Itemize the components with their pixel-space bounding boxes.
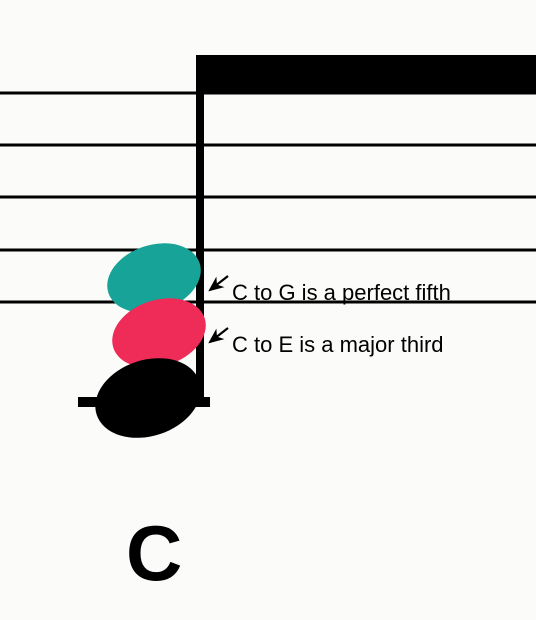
annotation-arrow-fifth [210, 276, 228, 290]
note-c [85, 345, 211, 451]
chord-label: C [126, 509, 182, 597]
annotations: C to G is a perfect fifth C to E is a maj… [210, 276, 451, 357]
annotation-arrow-third [210, 328, 228, 342]
annotation-text-third: C to E is a major third [232, 332, 444, 357]
note-stem [196, 55, 204, 404]
annotation-text-fifth: C to G is a perfect fifth [232, 280, 451, 305]
staff-lines [0, 93, 536, 302]
beam [200, 55, 536, 93]
note-heads [85, 232, 215, 451]
